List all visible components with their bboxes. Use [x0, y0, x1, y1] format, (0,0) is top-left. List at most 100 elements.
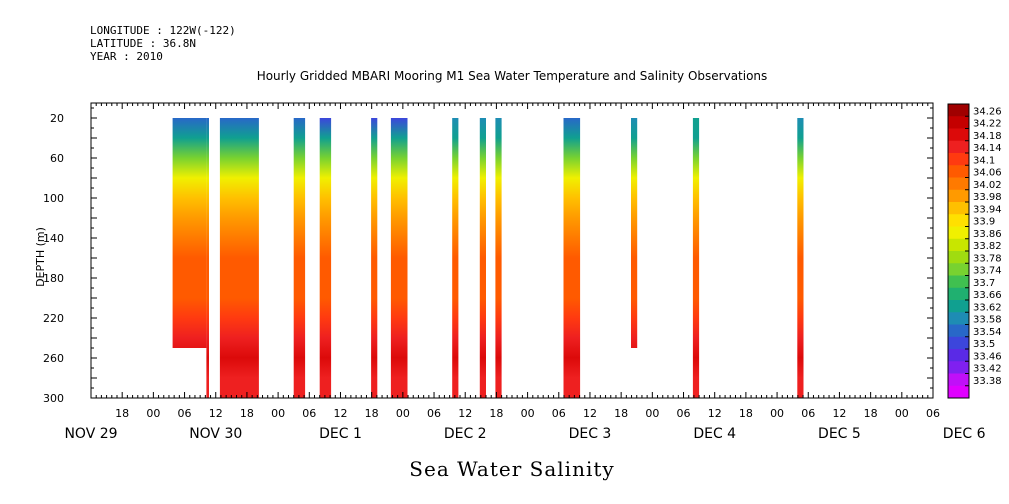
- x-tick-label: 00: [645, 407, 659, 420]
- colorbar-swatch: [948, 275, 969, 289]
- colorbar-swatch: [948, 361, 969, 374]
- y-tick-label: 220: [43, 312, 64, 325]
- colorbar-label: 34.02: [973, 180, 1002, 191]
- x-tick-label: 06: [801, 407, 815, 420]
- colorbar-label: 33.78: [973, 253, 1002, 264]
- x-tick-label: 18: [739, 407, 753, 420]
- colorbar-swatch: [948, 336, 969, 350]
- x-tick-label: 06: [677, 407, 691, 420]
- colorbar-swatch: [948, 104, 969, 117]
- data-column: [692, 118, 700, 398]
- colorbar-swatch: [948, 349, 969, 362]
- colorbar-swatch: [948, 300, 969, 313]
- data-columns: [172, 118, 804, 398]
- x-day-label: DEC 3: [569, 426, 612, 442]
- colorbar-swatch: [948, 165, 969, 178]
- data-column: [631, 118, 638, 348]
- year-label: YEAR : 2010: [90, 50, 163, 63]
- y-tick-label: 60: [50, 152, 64, 165]
- data-column: [563, 118, 581, 398]
- colorbar-label: 33.94: [973, 204, 1002, 215]
- colorbar-label: 33.86: [973, 229, 1002, 240]
- x-tick-label: 12: [209, 407, 223, 420]
- colorbar-swatch: [948, 128, 969, 142]
- latitude-label: LATITUDE : 36.8N: [90, 37, 196, 50]
- x-tick-label: 06: [178, 407, 192, 420]
- data-column: [319, 118, 332, 398]
- plot-frame: [90, 102, 934, 399]
- colorbar-label: 34.06: [973, 168, 1002, 179]
- y-tick-label: 140: [43, 232, 64, 245]
- x-tick-label: 18: [489, 407, 503, 420]
- x-day-label: NOV 29: [64, 426, 117, 442]
- colorbar-label: 33.9: [973, 217, 995, 228]
- colorbar-label: 33.66: [973, 290, 1002, 301]
- colorbar-swatch: [948, 202, 969, 215]
- data-column: [390, 118, 408, 398]
- colorbar-label: 33.46: [973, 351, 1002, 362]
- colorbar-swatch: [948, 312, 969, 325]
- x-day-label: DEC 6: [943, 426, 986, 442]
- data-column: [797, 118, 804, 398]
- data-column: [172, 118, 207, 348]
- colorbar: 34.2634.2234.1834.1434.134.0634.0233.983…: [947, 103, 1002, 399]
- colorbar-label: 34.1: [973, 155, 995, 166]
- y-tick-label: 100: [43, 192, 64, 205]
- colorbar-swatch: [948, 324, 969, 338]
- colorbar-label: 33.5: [973, 339, 995, 350]
- x-tick-label: 12: [458, 407, 472, 420]
- colorbar-label: 33.82: [973, 241, 1002, 252]
- x-tick-label: 18: [614, 407, 628, 420]
- colorbar-swatch: [948, 287, 969, 301]
- x-tick-label: 12: [583, 407, 597, 420]
- data-column: [479, 118, 486, 398]
- data-column: [495, 118, 502, 398]
- colorbar-swatch: [948, 214, 969, 227]
- colorbar-label: 33.54: [973, 327, 1002, 338]
- x-tick-label: 06: [926, 407, 940, 420]
- colorbar-swatch: [948, 263, 969, 276]
- axes: 18 00 06 12 18 00 06 12 18 00 06 12 18 00 06 12 18 00 06 12…: [43, 102, 986, 442]
- colorbar-swatch: [948, 153, 969, 166]
- x-day-label: NOV 30: [189, 426, 242, 442]
- colorbar-label: 33.7: [973, 278, 995, 289]
- colorbar-label: 33.42: [973, 364, 1002, 375]
- colorbar-label: 33.38: [973, 376, 1002, 387]
- colorbar-label: 33.62: [973, 302, 1002, 313]
- colorbar-label: 34.26: [973, 106, 1002, 117]
- bottom-title: Sea Water Salinity: [409, 457, 614, 481]
- x-tick-label: 06: [427, 407, 441, 420]
- data-column: [293, 118, 306, 398]
- x-tick-label: 18: [115, 407, 129, 420]
- data-column: [206, 118, 209, 398]
- y-tick-label: 300: [43, 392, 64, 405]
- colorbar-swatch: [948, 251, 969, 264]
- x-tick-label: 00: [396, 407, 410, 420]
- x-tick-label: 06: [302, 407, 316, 420]
- colorbar-label: 33.98: [973, 192, 1002, 203]
- x-tick-label: 12: [708, 407, 722, 420]
- y-tick-label: 260: [43, 352, 64, 365]
- colorbar-swatch: [948, 189, 969, 203]
- x-tick-label: 12: [832, 407, 846, 420]
- colorbar-label: 33.58: [973, 315, 1002, 326]
- x-tick-label: 00: [146, 407, 160, 420]
- colorbar-label: 34.14: [973, 143, 1002, 154]
- y-axis-label: DEPTH (m): [34, 227, 47, 287]
- x-tick-label: 12: [333, 407, 347, 420]
- colorbar-swatch: [948, 385, 969, 399]
- x-tick-label: 00: [895, 407, 909, 420]
- x-tick-label: 00: [770, 407, 784, 420]
- colorbar-swatch: [948, 373, 969, 387]
- chart-title: Hourly Gridded MBARI Mooring M1 Sea Wate…: [257, 69, 768, 83]
- x-day-label: DEC 2: [444, 426, 487, 442]
- colorbar-label: 34.18: [973, 131, 1002, 142]
- colorbar-swatch: [948, 140, 969, 154]
- colorbar-swatch: [948, 177, 969, 191]
- y-tick-label: 20: [50, 112, 64, 125]
- x-tick-label: 06: [552, 407, 566, 420]
- colorbar-swatch: [948, 226, 969, 240]
- x-tick-label: 00: [271, 407, 285, 420]
- data-column: [371, 118, 378, 398]
